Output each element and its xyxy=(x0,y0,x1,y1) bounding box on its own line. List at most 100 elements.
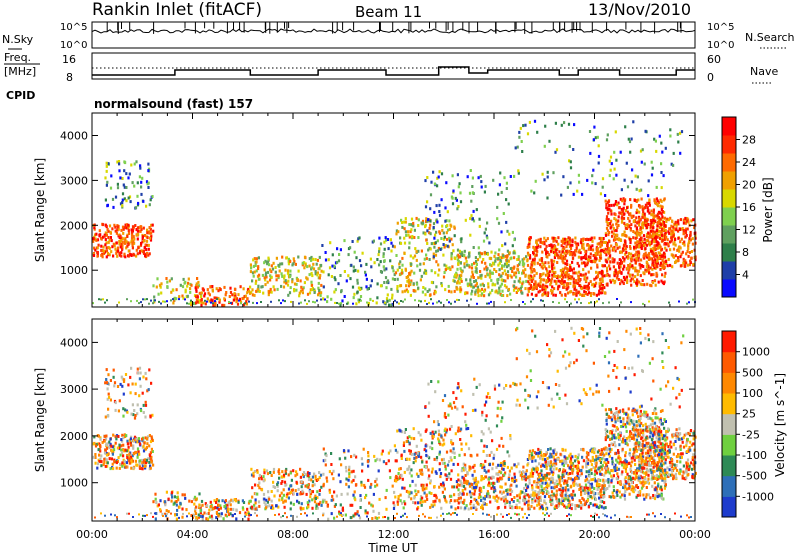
power-cell xyxy=(617,224,620,227)
power-cell xyxy=(599,245,602,249)
power-cell xyxy=(148,252,151,256)
power-cell xyxy=(528,276,532,280)
power-cell xyxy=(190,283,193,287)
power-cell xyxy=(643,241,646,245)
power-cell xyxy=(460,269,463,272)
power-cell xyxy=(500,274,503,278)
power-cell xyxy=(435,249,438,253)
power-cell xyxy=(528,120,531,124)
power-cell xyxy=(617,219,620,223)
velocity-cell xyxy=(523,502,526,506)
power-cell xyxy=(272,285,275,289)
power-cell xyxy=(196,285,199,289)
velocity-cell xyxy=(268,504,271,508)
power-cell xyxy=(682,221,685,225)
power-cell xyxy=(409,293,412,297)
velocity-cell xyxy=(459,479,462,483)
velocity-cell xyxy=(177,498,180,502)
power-cell xyxy=(190,303,193,306)
power-cell xyxy=(283,276,286,280)
power-cell xyxy=(656,265,659,269)
power-cell xyxy=(656,259,659,263)
power-cell xyxy=(653,279,657,283)
power-cell xyxy=(395,254,398,257)
power-cell xyxy=(117,160,121,163)
velocity-cell xyxy=(311,498,314,502)
power-cell xyxy=(116,254,119,258)
power-cell xyxy=(518,130,521,134)
power-cell xyxy=(562,175,565,179)
power-cell xyxy=(668,227,671,231)
velocity-cell xyxy=(344,513,347,517)
power-cell xyxy=(432,222,436,226)
power-cell xyxy=(340,302,342,305)
velocity-cell xyxy=(460,481,463,485)
power-cell xyxy=(682,218,685,222)
power-cell xyxy=(275,278,278,282)
power-cell xyxy=(524,273,527,277)
power-cell xyxy=(383,240,386,244)
velocity-cell xyxy=(195,505,198,509)
nsearch-label: N.Search xyxy=(745,31,795,44)
velocity-cell xyxy=(353,496,356,500)
power-cell xyxy=(243,295,246,298)
power-cell xyxy=(654,139,657,143)
power-cell xyxy=(639,232,642,236)
power-cell xyxy=(599,251,602,255)
velocity-cell xyxy=(194,512,198,516)
power-cell xyxy=(254,264,257,267)
nsearch-tick-bottom: 10^0 xyxy=(707,40,734,51)
velocity-cell xyxy=(142,411,145,414)
power-cell xyxy=(146,231,149,235)
power-cell xyxy=(385,286,388,290)
velocity-cell xyxy=(430,380,433,383)
power-cell xyxy=(452,189,455,193)
power-cell xyxy=(426,219,429,223)
power-cell xyxy=(458,281,461,285)
power-cell xyxy=(211,285,214,288)
velocity-cell xyxy=(519,491,522,495)
velocity-cell xyxy=(115,434,119,438)
power-cell xyxy=(635,226,638,230)
velocity-cell xyxy=(155,501,158,504)
velocity-cell xyxy=(420,438,423,442)
power-cell xyxy=(241,297,244,300)
power-cell xyxy=(507,202,510,206)
velocity-cell xyxy=(262,475,265,479)
power-cell xyxy=(631,264,634,268)
power-cell xyxy=(551,236,554,240)
velocity-cell xyxy=(319,500,322,504)
velocity-cell xyxy=(492,481,495,485)
power-cell xyxy=(385,297,389,301)
power-cell xyxy=(469,233,472,237)
velocity-cell xyxy=(100,454,103,458)
power-cell xyxy=(575,249,578,253)
power-cell xyxy=(117,249,120,253)
power-cell xyxy=(583,261,586,265)
power-cell xyxy=(172,298,174,301)
power-cell xyxy=(415,250,418,254)
power-cell xyxy=(246,291,249,295)
power-cell xyxy=(484,274,487,278)
power-cell xyxy=(684,216,687,220)
power-cell xyxy=(641,221,645,225)
velocity-cell xyxy=(138,459,141,463)
power-cell xyxy=(559,269,562,272)
power-cell xyxy=(503,284,507,288)
power-cell xyxy=(383,268,386,272)
power-cell xyxy=(644,206,647,210)
velocity-cell xyxy=(133,416,137,420)
power-cell xyxy=(257,284,260,288)
velocity-cell xyxy=(400,453,403,457)
velocity-cell xyxy=(131,454,134,458)
power-cell xyxy=(119,238,122,242)
power-cell xyxy=(648,241,652,245)
velocity-cell xyxy=(462,466,466,469)
power-cell xyxy=(589,294,593,297)
power-ylabel: Slant Range [km] xyxy=(33,158,47,262)
power-cell xyxy=(416,264,419,268)
power-cell xyxy=(651,263,654,267)
power-cell xyxy=(469,217,472,221)
power-cell xyxy=(116,228,119,232)
